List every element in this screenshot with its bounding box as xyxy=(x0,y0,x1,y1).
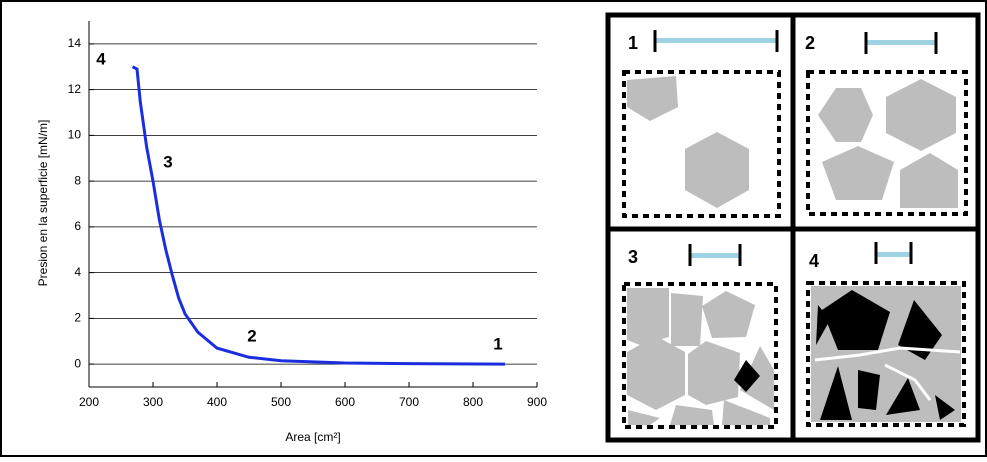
x-axis-label: Area [cm²] xyxy=(285,430,340,444)
y-tick-label: 14 xyxy=(68,36,82,50)
y-tick-label: 2 xyxy=(74,311,81,325)
x-tick-label: 700 xyxy=(399,395,419,409)
trough xyxy=(655,38,777,43)
x-tick-label: 600 xyxy=(335,395,355,409)
x-tick-label: 500 xyxy=(271,395,291,409)
annotation: 3 xyxy=(163,152,172,171)
x-tick-label: 400 xyxy=(207,395,227,409)
y-tick-label: 6 xyxy=(74,219,81,233)
page: 4 3 2 1 Area [cm²] Presion en la superfi… xyxy=(0,0,987,457)
y-tick-label: 0 xyxy=(74,356,81,370)
annotation: 1 xyxy=(493,334,502,353)
trough xyxy=(866,40,936,45)
y-axis-label: Presion en la superficie [mN/m] xyxy=(36,120,50,287)
domain xyxy=(688,341,740,405)
annotation: 2 xyxy=(247,326,256,345)
x-tick-label: 800 xyxy=(463,395,483,409)
x-tick-label: 200 xyxy=(79,395,99,409)
domain xyxy=(627,288,669,345)
panel-label: 3 xyxy=(628,247,638,267)
y-tick-label: 4 xyxy=(74,265,81,279)
y-tick-label: 10 xyxy=(68,128,82,142)
panel-label: 1 xyxy=(628,33,638,53)
y-tick-label: 8 xyxy=(74,173,81,187)
x-tick-label: 900 xyxy=(527,395,547,409)
domain xyxy=(671,293,703,346)
annotation: 4 xyxy=(96,49,106,68)
y-tick-label: 12 xyxy=(68,82,82,96)
panel-label: 2 xyxy=(805,33,815,53)
x-tick-label: 300 xyxy=(143,395,163,409)
trough xyxy=(876,252,911,257)
trough xyxy=(690,253,740,258)
panel-label: 4 xyxy=(809,251,819,271)
